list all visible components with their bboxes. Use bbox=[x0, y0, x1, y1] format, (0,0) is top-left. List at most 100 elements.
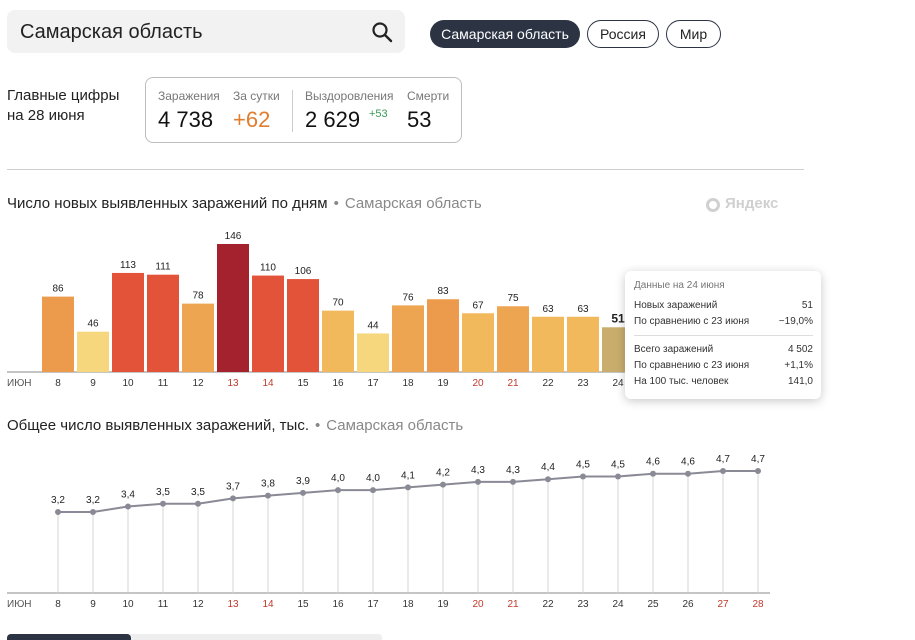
divider bbox=[7, 169, 804, 170]
daily-value: +62 bbox=[233, 107, 271, 132]
line-axis-label: ИЮН bbox=[7, 599, 32, 610]
tab-russia[interactable]: Россия bbox=[587, 20, 659, 48]
bar-tick-label: 13 bbox=[227, 378, 239, 389]
line-value-label: 3,9 bbox=[296, 476, 310, 487]
line-chart-title-text: Общее число выявленных заражений, тыс. bbox=[7, 417, 309, 434]
line-tick-label: 11 bbox=[158, 599, 169, 610]
line-point bbox=[230, 495, 236, 502]
bar-value-label: 83 bbox=[437, 286, 449, 297]
stats-card: Заражения 4 738 За сутки +62 Выздоровлен… bbox=[145, 77, 462, 143]
tooltip-total-value: 4 502 bbox=[787, 344, 813, 355]
line-point bbox=[90, 509, 96, 515]
tooltip-row-per100k: На 100 тыс. человек 141,0 bbox=[634, 376, 813, 387]
bar-value-label: 76 bbox=[402, 292, 414, 303]
recovered-delta: +53 bbox=[369, 108, 388, 120]
tooltip-per100k-label: На 100 тыс. человек bbox=[634, 376, 729, 387]
line-point bbox=[720, 468, 726, 474]
bar bbox=[532, 316, 564, 372]
line-point bbox=[265, 492, 271, 499]
line-tick-label: 10 bbox=[122, 599, 134, 610]
tooltip-new-value: 51 bbox=[801, 300, 813, 311]
bar-value-label: 46 bbox=[87, 319, 99, 330]
bottom-tab-active[interactable] bbox=[7, 634, 131, 640]
tooltip-per100k-value: 141,0 bbox=[787, 376, 813, 387]
line-point bbox=[195, 500, 201, 507]
line-value-label: 4,6 bbox=[681, 457, 695, 468]
bar-tick-label: 18 bbox=[402, 378, 414, 389]
bar-value-label: 86 bbox=[52, 284, 64, 295]
line-tick-label: 20 bbox=[472, 599, 484, 610]
line-tick-label: 13 bbox=[227, 599, 239, 610]
line-tick-label: 23 bbox=[577, 599, 589, 610]
yandex-logo: Яндекс bbox=[706, 195, 778, 212]
bar-tick-label: 14 bbox=[262, 378, 274, 389]
bar-chart-region: Самарская область bbox=[344, 195, 482, 212]
bar-value-label: 113 bbox=[120, 260, 136, 271]
line-tick-label: 19 bbox=[437, 599, 449, 610]
line-point bbox=[650, 470, 656, 477]
line-tick-label: 27 bbox=[717, 599, 729, 610]
line-point bbox=[580, 473, 586, 480]
bar-value-label: 110 bbox=[260, 263, 276, 274]
search-input[interactable]: Самарская область bbox=[20, 21, 203, 43]
bar bbox=[147, 274, 179, 372]
line-point bbox=[545, 476, 551, 483]
bar bbox=[77, 331, 109, 372]
line-point bbox=[685, 470, 691, 477]
line-point bbox=[405, 484, 411, 491]
search-box[interactable]: Самарская область bbox=[7, 10, 405, 53]
bar-value-label: 51 bbox=[611, 311, 625, 325]
bar bbox=[252, 275, 284, 372]
bar-value-label: 67 bbox=[472, 300, 484, 311]
line-point bbox=[510, 478, 516, 485]
line-value-label: 4,6 bbox=[646, 457, 660, 468]
line-value-label: 3,8 bbox=[261, 479, 275, 490]
bar bbox=[497, 306, 529, 372]
bar-tick-label: 8 bbox=[55, 378, 61, 389]
tooltip-row-total: Всего заражений 4 502 bbox=[634, 344, 813, 355]
recovered-value: 2 629 bbox=[305, 107, 361, 132]
tooltip-total-label: Всего заражений bbox=[634, 344, 714, 355]
bottom-tabs-bar[interactable] bbox=[7, 634, 382, 640]
bar-value-label: 111 bbox=[155, 262, 171, 273]
bar-tick-label: 22 bbox=[542, 378, 554, 389]
bar-tick-label: 24 bbox=[612, 378, 624, 389]
tooltip-row-cmp2: По сравнению с 23 июня +1,1% bbox=[634, 360, 813, 371]
main-figures-title-line1: Главные цифры bbox=[7, 87, 120, 104]
line-value-label: 4,5 bbox=[611, 459, 625, 470]
tooltip-new-label: Новых заражений bbox=[634, 300, 718, 311]
recovered-label: Выздоровления bbox=[305, 89, 394, 103]
deaths-value: 53 bbox=[407, 107, 432, 132]
bar bbox=[322, 310, 354, 372]
bar-tick-label: 15 bbox=[297, 378, 309, 389]
infected-label: Заражения bbox=[158, 89, 220, 103]
tooltip-cmp2-label: По сравнению с 23 июня bbox=[634, 360, 750, 371]
line-tick-label: 8 bbox=[55, 599, 61, 610]
bar-tick-label: 21 bbox=[507, 378, 519, 389]
bar-tick-label: 16 bbox=[332, 378, 344, 389]
line-point bbox=[125, 503, 131, 510]
tab-samara[interactable]: Самарская область bbox=[430, 20, 580, 48]
line-tick-label: 14 bbox=[262, 599, 274, 610]
line-point bbox=[370, 487, 376, 494]
line-point bbox=[475, 478, 481, 485]
bar-tick-label: 9 bbox=[90, 378, 96, 389]
line-chart-title: Общее число выявленных заражений, тыс. • С… bbox=[7, 417, 464, 434]
line-point bbox=[335, 487, 341, 494]
yandex-logo-text: Яндекс bbox=[725, 195, 779, 212]
tooltip-cmp1-label: По сравнению с 23 июня bbox=[634, 316, 750, 327]
bar bbox=[567, 316, 599, 372]
tab-world[interactable]: Мир bbox=[666, 20, 721, 48]
bar bbox=[217, 244, 249, 372]
search-icon[interactable] bbox=[371, 21, 393, 43]
bar-value-label: 70 bbox=[332, 298, 344, 309]
bar bbox=[427, 299, 459, 372]
bar bbox=[42, 296, 74, 372]
line-tick-label: 26 bbox=[682, 599, 694, 610]
bar-value-label: 75 bbox=[507, 293, 519, 304]
line-tick-label: 12 bbox=[192, 599, 204, 610]
line-tick-label: 22 bbox=[542, 599, 554, 610]
line-point bbox=[615, 473, 621, 480]
main-figures-title: Главные цифры на 28 июня bbox=[7, 86, 119, 126]
bar-tick-label: 10 bbox=[122, 378, 134, 389]
